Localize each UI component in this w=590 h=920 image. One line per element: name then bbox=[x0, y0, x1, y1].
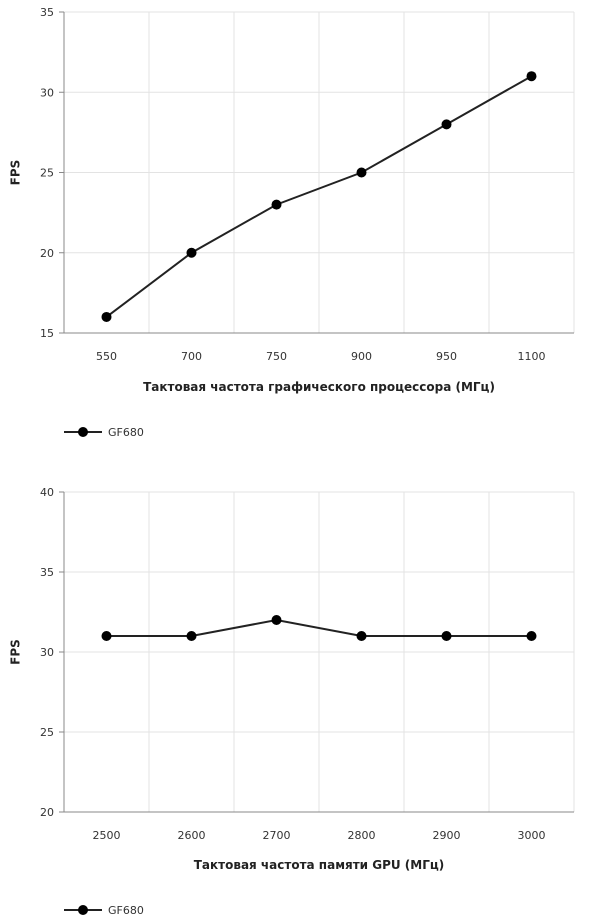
series bbox=[101, 71, 537, 322]
y-tick-label: 35 bbox=[40, 566, 54, 579]
x-tick-label: 2500 bbox=[93, 829, 121, 842]
x-ticks: 2500 2600 2700 2800 2900 3000 bbox=[93, 829, 546, 842]
data-point bbox=[441, 631, 452, 641]
y-tick-label: 35 bbox=[40, 6, 54, 19]
legend-label: GF680 bbox=[108, 426, 144, 439]
data-point bbox=[356, 631, 367, 641]
x-tick-label: 2600 bbox=[178, 829, 206, 842]
data-point bbox=[526, 71, 537, 82]
chart-memory-clock: 20 25 30 35 40 2500 2600 2700 2800 2900 3000 Такт… bbox=[0, 470, 590, 920]
y-tick-label: 25 bbox=[40, 726, 54, 739]
y-tick-label: 30 bbox=[40, 86, 54, 99]
y-tick-label: 25 bbox=[40, 167, 54, 180]
legend-marker bbox=[78, 427, 88, 437]
x-tick-label: 2800 bbox=[348, 829, 376, 842]
legend-marker bbox=[78, 905, 88, 915]
data-point bbox=[526, 631, 537, 641]
y-tick-label: 15 bbox=[40, 327, 54, 340]
legend-label: GF680 bbox=[108, 904, 144, 917]
x-tick-label: 1100 bbox=[518, 350, 546, 363]
data-point bbox=[271, 615, 282, 625]
y-axis-label: FPS bbox=[9, 639, 23, 665]
x-tick-label: 550 bbox=[96, 350, 117, 363]
series bbox=[101, 615, 537, 641]
x-tick-label: 900 bbox=[351, 350, 372, 363]
chart-gpu-clock-svg: 15 20 25 30 35 550 700 750 900 950 1100 Тактовая … bbox=[9, 6, 575, 439]
x-tick-label: 2900 bbox=[433, 829, 461, 842]
data-point bbox=[271, 199, 282, 210]
data-point bbox=[186, 631, 197, 641]
chart-memory-clock-svg: 20 25 30 35 40 2500 2600 2700 2800 2900 3000 Такт… bbox=[9, 486, 575, 917]
x-ticks: 550 700 750 900 950 1100 bbox=[96, 350, 546, 363]
data-point bbox=[441, 119, 452, 130]
y-ticks: 20 25 30 35 40 bbox=[40, 486, 64, 819]
x-tick-label: 950 bbox=[436, 350, 457, 363]
grid bbox=[64, 11, 575, 334]
y-tick-label: 40 bbox=[40, 486, 54, 499]
data-point bbox=[356, 167, 367, 178]
x-tick-label: 3000 bbox=[518, 829, 546, 842]
x-axis-label: Тактовая частота графического процессора… bbox=[143, 380, 495, 394]
data-point bbox=[186, 247, 197, 258]
series-line bbox=[105, 75, 532, 318]
data-point bbox=[101, 631, 112, 641]
y-axis-label: FPS bbox=[9, 160, 23, 186]
x-tick-label: 750 bbox=[266, 350, 287, 363]
x-axis-label: Тактовая частота памяти GPU (МГц) bbox=[194, 858, 445, 872]
legend: GF680 bbox=[64, 426, 144, 439]
y-tick-label: 20 bbox=[40, 247, 54, 260]
data-point bbox=[101, 311, 112, 322]
series-line bbox=[106, 618, 532, 637]
y-tick-label: 20 bbox=[40, 806, 54, 819]
x-tick-label: 700 bbox=[181, 350, 202, 363]
y-tick-label: 30 bbox=[40, 646, 54, 659]
grid bbox=[64, 491, 575, 813]
legend: GF680 bbox=[64, 904, 144, 917]
x-tick-label: 2700 bbox=[263, 829, 291, 842]
chart-gpu-clock: 15 20 25 30 35 550 700 750 900 950 1100 Тактовая … bbox=[9, 6, 575, 439]
y-ticks: 15 20 25 30 35 bbox=[40, 6, 64, 340]
